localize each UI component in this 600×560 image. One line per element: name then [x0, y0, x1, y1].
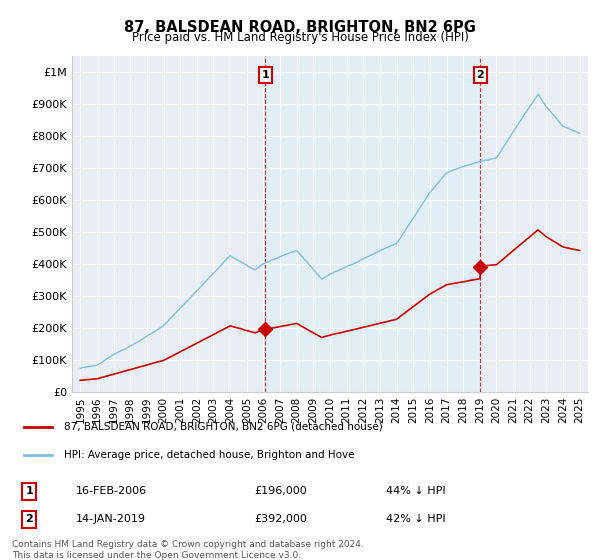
Text: 1: 1	[262, 70, 269, 80]
Text: 14-JAN-2019: 14-JAN-2019	[76, 515, 145, 524]
Text: 2: 2	[25, 515, 33, 524]
Text: Price paid vs. HM Land Registry's House Price Index (HPI): Price paid vs. HM Land Registry's House …	[131, 31, 469, 44]
Bar	[265, 56, 481, 392]
Text: 87, BALSDEAN ROAD, BRIGHTON, BN2 6PG (detached house): 87, BALSDEAN ROAD, BRIGHTON, BN2 6PG (de…	[64, 422, 383, 432]
Text: 2: 2	[476, 70, 484, 80]
Text: Contains HM Land Registry data © Crown copyright and database right 2024.
This d: Contains HM Land Registry data © Crown c…	[12, 540, 364, 560]
Text: £392,000: £392,000	[254, 515, 307, 524]
Text: 16-FEB-2006: 16-FEB-2006	[76, 487, 146, 496]
Text: 87, BALSDEAN ROAD, BRIGHTON, BN2 6PG: 87, BALSDEAN ROAD, BRIGHTON, BN2 6PG	[124, 20, 476, 35]
Text: 44% ↓ HPI: 44% ↓ HPI	[386, 487, 446, 496]
Text: HPI: Average price, detached house, Brighton and Hove: HPI: Average price, detached house, Brig…	[64, 450, 355, 460]
Text: £196,000: £196,000	[254, 487, 307, 496]
Text: 1: 1	[25, 487, 33, 496]
Text: 42% ↓ HPI: 42% ↓ HPI	[386, 515, 446, 524]
